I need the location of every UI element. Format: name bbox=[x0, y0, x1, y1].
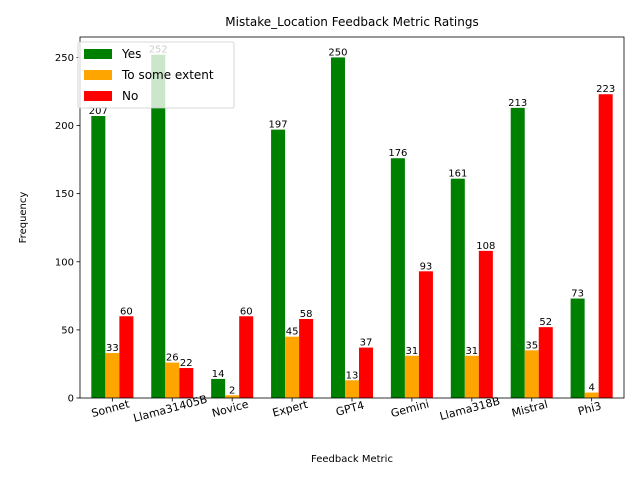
data-label: 35 bbox=[525, 340, 538, 351]
data-label: 73 bbox=[571, 289, 584, 300]
bar-no-novice bbox=[239, 316, 254, 398]
legend: Yes To some extent No bbox=[77, 41, 235, 109]
data-label: 197 bbox=[269, 120, 288, 131]
data-label: 176 bbox=[388, 148, 407, 159]
x-tick-label: Sonnet bbox=[90, 397, 131, 420]
bar-no-mistral bbox=[538, 327, 553, 398]
legend-entry-label: To some extent bbox=[121, 68, 214, 82]
bar-yes-phi3 bbox=[570, 298, 585, 398]
bar-to-some-extent-phi3 bbox=[584, 392, 599, 398]
plot-frame bbox=[79, 36, 625, 399]
bar-no-llama318b bbox=[478, 250, 493, 398]
bar-yes-gpt4 bbox=[330, 57, 345, 399]
data-label: 33 bbox=[106, 343, 119, 354]
data-label: 93 bbox=[420, 261, 433, 272]
bar-yes-llama318b bbox=[450, 178, 465, 398]
data-label: 22 bbox=[180, 358, 193, 369]
y-tick-label: 150 bbox=[55, 189, 74, 200]
bar-to-some-extent-sonnet bbox=[105, 353, 120, 398]
data-label: 13 bbox=[346, 370, 359, 381]
bar-yes-gemini bbox=[390, 158, 405, 398]
legend-swatch bbox=[84, 91, 112, 101]
y-axis: 0 50 100 150 200 250 bbox=[55, 53, 80, 405]
bar-no-sonnet bbox=[119, 316, 134, 398]
data-label: 31 bbox=[465, 346, 478, 357]
legend-entry-label: No bbox=[122, 89, 138, 103]
data-label: 213 bbox=[508, 98, 527, 109]
x-tick-label: Gemini bbox=[389, 397, 430, 420]
x-tick-label: Llama318B bbox=[438, 394, 501, 423]
data-label: 45 bbox=[286, 327, 299, 338]
data-label: 223 bbox=[596, 84, 615, 95]
data-label: 108 bbox=[476, 241, 495, 252]
bar-to-some-extent-llama318b bbox=[464, 355, 479, 398]
y-tick-label: 200 bbox=[55, 121, 74, 132]
x-tick-label: Phi3 bbox=[577, 399, 603, 418]
y-axis-label: Frequency bbox=[18, 192, 29, 244]
data-label: 60 bbox=[240, 306, 253, 317]
legend-swatch bbox=[84, 49, 112, 59]
x-tick-label: Expert bbox=[271, 398, 310, 420]
legend-swatch bbox=[84, 70, 112, 80]
x-tick-label: GPT4 bbox=[334, 399, 365, 419]
legend-box bbox=[77, 41, 235, 109]
bar-no-gpt4 bbox=[359, 347, 374, 398]
bar-yes-expert bbox=[271, 129, 286, 398]
bar-yes-mistral bbox=[510, 107, 525, 398]
data-label: 4 bbox=[588, 383, 594, 394]
bar-to-some-extent-gemini bbox=[404, 355, 419, 398]
data-label: 14 bbox=[212, 369, 225, 380]
bar-to-some-extent-gpt4 bbox=[344, 380, 360, 398]
bar-no-gemini bbox=[418, 271, 433, 398]
y-tick-label: 50 bbox=[61, 325, 74, 336]
bar-yes-novice bbox=[211, 378, 226, 398]
x-tick-label: Mistral bbox=[510, 398, 549, 420]
bar-yes-llama31405b bbox=[151, 54, 166, 399]
bar-to-some-extent-novice bbox=[225, 395, 240, 398]
bar-no-expert bbox=[299, 318, 314, 398]
y-tick-label: 100 bbox=[55, 257, 74, 268]
bars-group bbox=[91, 54, 613, 399]
data-label: 52 bbox=[539, 317, 552, 328]
data-label: 31 bbox=[406, 346, 419, 357]
bar-to-some-extent-llama31405b bbox=[165, 362, 180, 398]
legend-entry-label: Yes bbox=[121, 47, 141, 61]
bar-no-llama31405b bbox=[179, 368, 194, 398]
bar-no-phi3 bbox=[598, 94, 613, 398]
data-label: 207 bbox=[89, 106, 108, 117]
chart-title: Mistake_Location Feedback Metric Ratings bbox=[225, 15, 479, 29]
data-label: 58 bbox=[300, 309, 313, 320]
data-label: 161 bbox=[448, 169, 467, 180]
x-tick-label: Novice bbox=[211, 398, 251, 420]
data-label: 2 bbox=[229, 385, 235, 396]
y-tick-label: 0 bbox=[68, 394, 74, 405]
data-label: 37 bbox=[360, 338, 373, 349]
data-label: 250 bbox=[328, 47, 347, 58]
bar-to-some-extent-mistral bbox=[524, 350, 539, 398]
bar-yes-sonnet bbox=[91, 116, 106, 398]
data-label: 26 bbox=[166, 353, 179, 364]
x-axis-label: Feedback Metric bbox=[311, 454, 393, 465]
bar-to-some-extent-expert bbox=[285, 336, 300, 398]
data-label: 60 bbox=[120, 306, 133, 317]
y-tick-label: 250 bbox=[55, 53, 74, 64]
